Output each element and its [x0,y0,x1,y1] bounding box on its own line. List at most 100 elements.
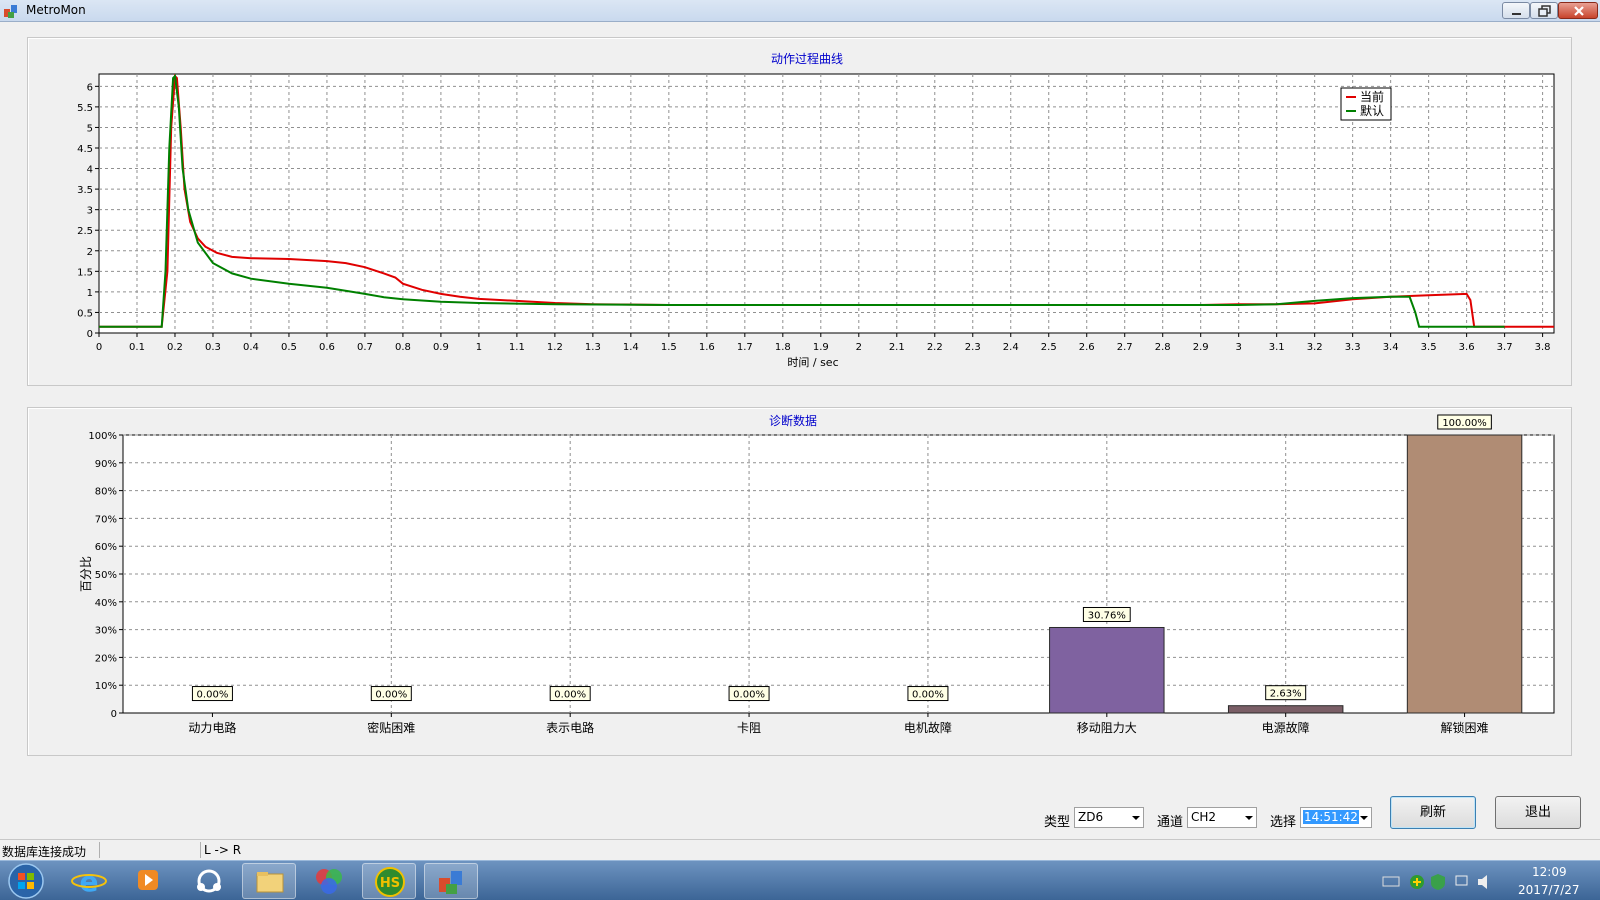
diag-value-label-box [728,686,770,702]
time-select-value: 14:51:42 [1303,810,1359,824]
clock-time[interactable]: 12:09 [1532,865,1567,879]
window-title: MetroMon [26,3,86,17]
status-bar: 数据库连接成功 L -> R [0,839,1600,860]
shield-icon[interactable] [1431,874,1445,890]
volume-icon[interactable] [1478,875,1487,889]
legend-current: 当前 [1360,89,1384,104]
curve-x-tick-label: 3.4 [1383,342,1399,353]
channel-label: 通道 [1157,815,1184,830]
curve-x-tick-label: 1 [476,342,482,353]
curve-x-tick-label: 3.8 [1535,342,1551,353]
curve-x-tick-label: 1.8 [775,342,791,353]
curve-x-tick-label: 2.2 [927,342,943,353]
diag-bar [1406,434,1523,714]
curve-x-tick-label: 3.7 [1497,342,1513,353]
diagnosis-chart: 诊断数据 0 10% 20% 30% 40% 50% 60% 70% 80% 90% 100% 0.… [79,413,1555,735]
close-icon [1574,6,1584,16]
diag-value-label: 2.63% [1270,689,1302,700]
app-icon [4,5,17,18]
db-status-text: 数据库连接成功 [2,845,87,859]
metromon-taskbar-item[interactable] [424,863,478,899]
curve-x-tick-label: 0.1 [129,342,145,353]
curve-x-tick-label: 0.2 [167,342,183,353]
start-orb[interactable] [4,862,48,900]
curve-x-tick-label: 2.3 [965,342,981,353]
media-player-taskbar-item[interactable] [122,863,176,899]
diag-y-tick-label: 40% [95,598,117,609]
curve-y-tick-label: 4.5 [77,144,93,155]
curve-x-tick-label: 1.9 [813,342,829,353]
diag-value-label-box [1265,685,1307,701]
curve-legend: 当前 默认 [1340,87,1392,121]
exit-button[interactable]: 退出 [1495,796,1581,829]
metromon-app-icon [439,871,462,894]
restore-button[interactable] [1530,2,1558,19]
type-label: 类型 [1044,815,1071,830]
ie-taskbar-item[interactable]: e [62,863,116,899]
color-app-taskbar-item[interactable] [302,863,356,899]
curve-x-tick-label: 0.4 [243,342,259,353]
hs-app-icon: HS [375,867,405,897]
hs-app-taskbar-item[interactable]: HS [362,863,416,899]
curve-x-tick-label: 2.4 [1003,342,1019,353]
type-select[interactable]: ZD6 [1074,807,1144,828]
curve-y-tick-label: 4 [87,165,93,176]
diag-value-label: 0.00% [554,690,586,701]
file-explorer-taskbar-item[interactable] [242,863,296,899]
ie-icon: e [71,865,107,898]
svg-text:HS: HS [380,876,400,891]
network-app-taskbar-item[interactable] [182,863,236,899]
curve-y-tick-label: 0.5 [77,308,93,319]
curve-x-tick-label: 3 [1235,342,1241,353]
diag-y-tick-label: 50% [95,570,117,581]
direction-status-text: L -> R [204,843,242,857]
curve-x-tick-label: 1.6 [699,342,715,353]
clock-date[interactable]: 2017/7/27 [1518,883,1580,897]
minimize-button[interactable] [1502,2,1530,19]
curve-y-tick-label: 1.5 [77,267,93,278]
close-button[interactable] [1558,2,1598,19]
diag-value-label-box [1082,606,1131,622]
curve-x-tick-label: 1.3 [585,342,601,353]
chevron-down-icon [1132,816,1140,820]
diagnosis-chart-title: 诊断数据 [769,413,817,428]
time-select[interactable]: 14:51:42 [1300,807,1372,828]
diag-y-tick-label: 60% [95,542,117,553]
network-app-icon [197,869,221,893]
diag-value-label: 30.76% [1088,610,1126,621]
diag-value-label: 0.00% [733,690,765,701]
keyboard-icon[interactable] [1382,876,1400,887]
curve-y-tick-label: 2.5 [77,226,93,237]
diag-y-tick-label: 80% [95,487,117,498]
refresh-button[interactable]: 刷新 [1390,796,1476,829]
curve-x-tick-label: 1.5 [661,342,677,353]
curve-y-tick-label: 5 [87,123,93,134]
system-tray [1382,874,1487,890]
legend-default: 默认 [1360,103,1384,118]
curve-x-tick-label: 2 [856,342,862,353]
diag-y-tick-label: 10% [95,681,117,692]
curve-x-tick-label: 2.1 [889,342,905,353]
curve-y-tick-label: 1 [87,288,93,299]
curve-x-tick-label: 3.3 [1345,342,1361,353]
curve-x-tick-label: 0.5 [281,342,297,353]
curve-chart-panel: 动作过程曲线 0 0.1 0.2 0.3 0.4 0.5 0.6 0.7 0.8 0.9 1 1.1 1… [27,37,1572,386]
curve-x-tick-label: 0.6 [319,342,335,353]
curve-x-tick-label: 0.8 [395,342,411,353]
file-explorer-icon [256,872,284,893]
diag-bar [1049,626,1165,714]
select-label: 选择 [1270,815,1297,830]
curve-x-tick-label: 0.9 [433,342,449,353]
color-app-icon [316,869,342,894]
status-separator [99,842,100,858]
channel-select[interactable]: CH2 [1187,807,1257,828]
network-icon[interactable] [1455,875,1468,886]
diagnosis-chart-panel: 诊断数据 0 10% 20% 30% 40% 50% 60% 70% 80% 90% 100% 0.… [27,407,1572,756]
status-separator [200,842,201,858]
curve-x-axis-label: 时间 / sec [787,356,838,369]
curve-y-tick-label: 0 [87,329,93,340]
diag-y-tick-label: 90% [95,459,117,470]
minimize-icon [1512,13,1521,15]
curve-y-tick-label: 3.5 [77,185,93,196]
curve-y-tick-label: 5.5 [77,103,93,114]
